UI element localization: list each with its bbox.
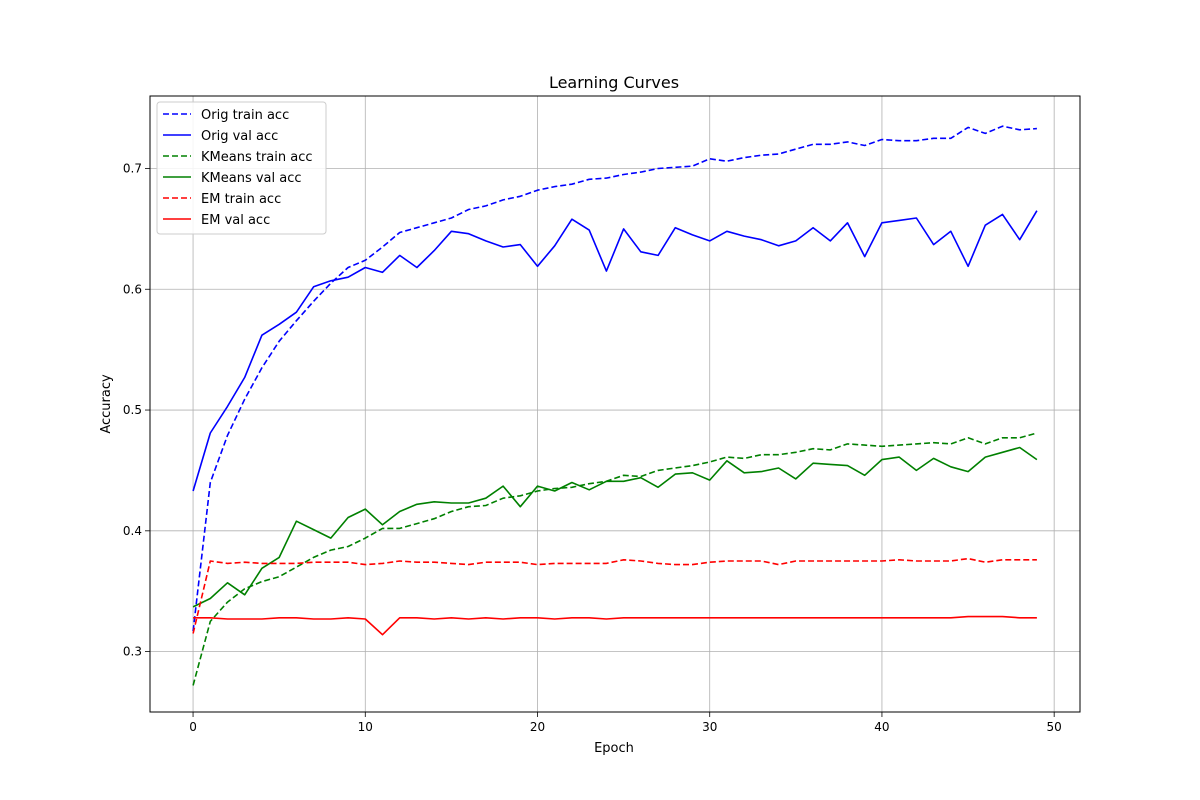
x-tick-label: 20 xyxy=(530,720,545,734)
x-axis-ticks: 0 10 20 30 40 50 xyxy=(189,712,1062,734)
y-tick-label: 0.6 xyxy=(123,282,142,296)
x-axis-label: Epoch xyxy=(594,741,634,756)
y-axis-label: Accuracy xyxy=(99,374,114,434)
legend-label-em-train-acc: EM train acc xyxy=(201,192,281,207)
y-tick-label: 0.4 xyxy=(123,524,142,538)
x-tick-label: 10 xyxy=(358,720,373,734)
x-tick-label: 0 xyxy=(189,720,197,734)
legend-label-orig-train-acc: Orig train acc xyxy=(201,108,289,123)
x-tick-label: 50 xyxy=(1047,720,1062,734)
legend: Orig train acc Orig val acc KMeans train a… xyxy=(156,101,327,235)
legend-label-orig-val-acc: Orig val acc xyxy=(201,129,278,144)
y-tick-label: 0.7 xyxy=(123,161,142,175)
series-line-em-val-acc xyxy=(193,615,1037,636)
legend-label-kmeans-val-acc: KMeans val acc xyxy=(201,171,302,186)
plot-area-frame xyxy=(149,95,1081,713)
y-axis-ticks: 0.3 0.4 0.5 0.6 0.7 xyxy=(123,161,150,659)
series-line-em-train-acc xyxy=(192,557,1037,634)
x-tick-label: 40 xyxy=(874,720,889,734)
series-line-kmeans-val-acc xyxy=(192,446,1038,608)
grid-lines xyxy=(150,96,1080,712)
legend-label-em-val-acc: EM val acc xyxy=(201,213,270,228)
y-tick-label: 0.3 xyxy=(123,645,142,659)
series-layer xyxy=(192,125,1038,686)
x-tick-label: 30 xyxy=(702,720,717,734)
y-tick-label: 0.5 xyxy=(123,403,142,417)
series-line-kmeans-train-acc xyxy=(192,432,1038,686)
legend-label-kmeans-train-acc: KMeans train acc xyxy=(201,150,313,165)
legend-box xyxy=(156,101,327,235)
chart-title: Learning Curves xyxy=(549,73,679,92)
series-line-orig-val-acc xyxy=(192,210,1038,492)
